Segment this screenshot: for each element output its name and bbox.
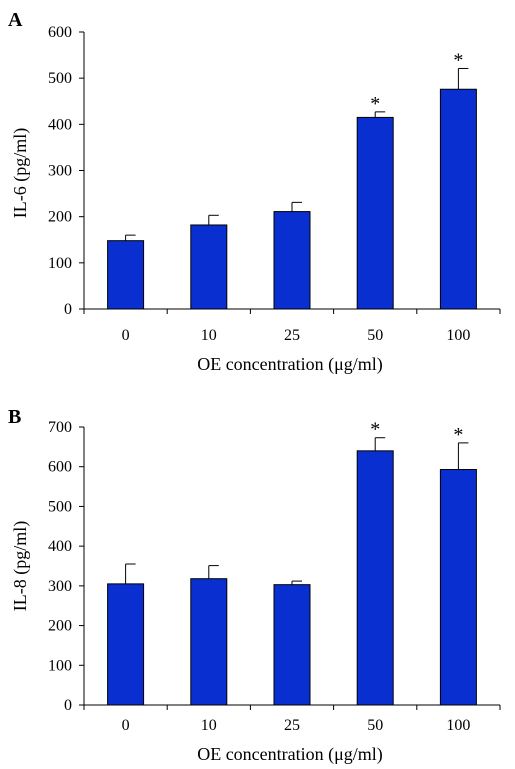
bar-b-10 <box>190 578 228 706</box>
bar-b-100 <box>439 468 477 706</box>
y-tick-label-a: 0 <box>64 301 72 318</box>
x-tick-label-a: 50 <box>367 327 383 344</box>
significance-marker-b: * <box>453 424 463 446</box>
x-tick-label-b: 10 <box>201 717 217 734</box>
y-tick-label-a: 400 <box>48 116 72 133</box>
x-axis-title-b: OE concentration (μg/ml) <box>197 744 383 765</box>
y-tick-label-b: 500 <box>48 498 72 515</box>
panel-b: B IL-8 (pg/ml) OE concentration (μg/ml) … <box>8 406 501 765</box>
significance-marker-a: * <box>453 49 463 71</box>
y-tick-label-b: 200 <box>48 618 72 635</box>
bar-b-25 <box>273 584 311 706</box>
y-tick-label-a: 200 <box>48 209 72 226</box>
bar-b-50 <box>356 450 394 706</box>
x-tick-label-a: 100 <box>446 327 470 344</box>
significance-marker-b: * <box>370 419 380 441</box>
bar-a-10 <box>190 224 228 310</box>
y-tick-label-a: 500 <box>48 70 72 87</box>
x-tick-label-a: 25 <box>284 327 300 344</box>
y-tick-label-b: 300 <box>48 578 72 595</box>
bar-a-50 <box>356 116 394 310</box>
bar-b-0 <box>107 583 145 706</box>
x-tick-label-b: 0 <box>122 717 130 734</box>
significance-marker-a: * <box>370 93 380 115</box>
y-tick-label-b: 400 <box>48 538 72 555</box>
x-tick-label-b: 100 <box>446 717 470 734</box>
y-tick-label-b: 700 <box>48 419 72 436</box>
y-tick-label-a: 300 <box>48 163 72 180</box>
y-tick-label-b: 100 <box>48 657 72 674</box>
x-tick-label-a: 10 <box>201 327 217 344</box>
y-axis-title-a: IL-6 (pg/ml) <box>10 128 31 218</box>
y-tick-label-b: 600 <box>48 459 72 476</box>
y-tick-label-a: 100 <box>48 255 72 272</box>
x-tick-label-a: 0 <box>122 327 130 344</box>
panel-label-b: B <box>8 406 21 428</box>
x-axis-title-a: OE concentration (μg/ml) <box>197 354 383 375</box>
y-tick-label-b: 0 <box>64 697 72 714</box>
bar-a-0 <box>107 240 145 310</box>
panel-label-a: A <box>8 9 23 31</box>
panel-a: A IL-6 (pg/ml) OE concentration (μg/ml) … <box>8 9 501 375</box>
y-axis-title-b: IL-8 (pg/ml) <box>10 521 31 611</box>
y-tick-label-a: 600 <box>48 24 72 41</box>
bar-a-25 <box>273 211 311 310</box>
x-tick-label-b: 50 <box>367 717 383 734</box>
bar-a-100 <box>439 88 477 310</box>
x-tick-label-b: 25 <box>284 717 300 734</box>
